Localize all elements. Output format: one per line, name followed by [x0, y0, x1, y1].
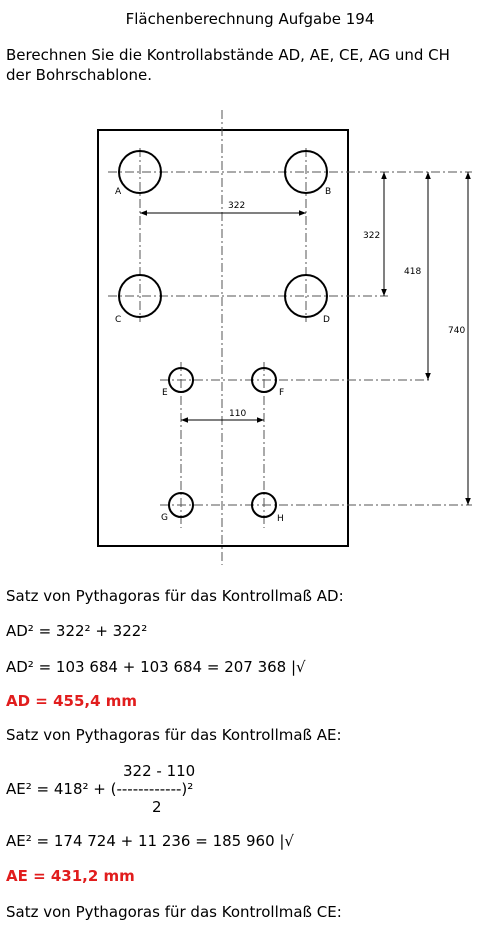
- label-f: F: [279, 388, 284, 398]
- hole-d: [284, 274, 328, 318]
- ad-equation-2: AD² = 103 684 + 103 684 = 207 368 |√: [6, 658, 306, 676]
- ae-result: AE = 431,2 mm: [6, 867, 135, 885]
- page-title: Flächenberechnung Aufgabe 194: [125, 10, 375, 28]
- task-line-1: Berechnen Sie die Kontrollabstände AD, A…: [6, 46, 450, 64]
- ae-heading: Satz von Pythagoras für das Kontrollmaß …: [6, 726, 342, 744]
- ad-heading: Satz von Pythagoras für das Kontrollmaß …: [6, 587, 344, 605]
- ae-equation-1: AE² = 418² + (------------)²: [6, 780, 194, 798]
- hole-e: [168, 367, 194, 393]
- dim-ag: 740: [448, 326, 465, 336]
- plate-outline: [97, 129, 349, 547]
- hole-a: [118, 150, 162, 194]
- label-e: E: [162, 388, 168, 398]
- ce-heading: Satz von Pythagoras für das Kontrollmaß …: [6, 903, 342, 921]
- ad-equation-1: AD² = 322² + 322²: [6, 622, 148, 640]
- dim-ae: 418: [404, 267, 421, 277]
- label-b: B: [325, 187, 331, 197]
- hole-g: [168, 492, 194, 518]
- hole-f: [251, 367, 277, 393]
- drill-template-drawing: A B C D E F G H 322 110 322 418 740: [97, 110, 472, 565]
- hole-h: [251, 492, 277, 518]
- label-d: D: [323, 315, 330, 325]
- dim-ac: 322: [363, 231, 380, 241]
- ae-fraction-denominator: 2: [152, 798, 162, 816]
- label-a: A: [115, 187, 122, 197]
- ae-equation-2: AE² = 174 724 + 11 236 = 185 960 |√: [6, 832, 294, 850]
- label-c: C: [115, 315, 121, 325]
- hole-b: [284, 150, 328, 194]
- task-text: Berechnen Sie die Kontrollabstände AD, A…: [6, 45, 486, 85]
- ae-fraction-numerator: 322 - 110: [123, 762, 196, 780]
- dim-ef: 110: [229, 409, 246, 419]
- hole-c: [118, 274, 162, 318]
- dim-ab: 322: [228, 201, 245, 211]
- ad-result: AD = 455,4 mm: [6, 692, 138, 710]
- label-g: G: [161, 513, 168, 523]
- label-h: H: [277, 514, 284, 524]
- task-line-2: der Bohrschablone.: [6, 66, 152, 84]
